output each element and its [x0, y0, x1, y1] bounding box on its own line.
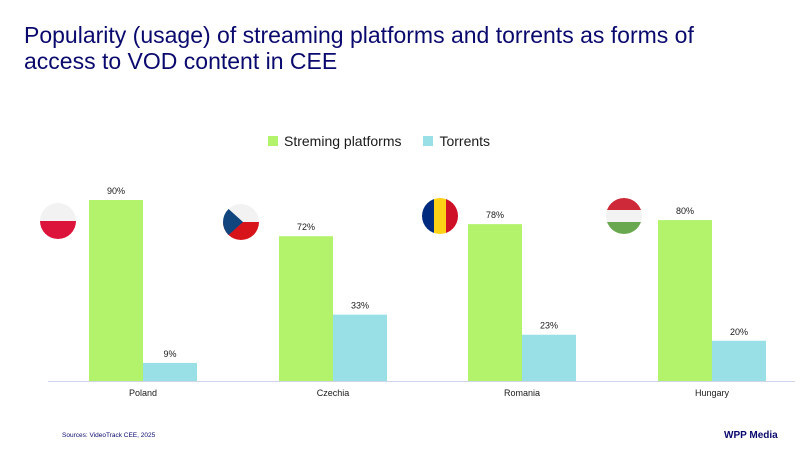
data-label-torrents-czechia: 33%: [351, 301, 369, 311]
legend-item-streaming: Streming platforms: [268, 133, 401, 149]
hungary-flag-icon: [606, 198, 642, 234]
category-label-poland: Poland: [129, 388, 157, 398]
bar-streaming-poland: [89, 200, 143, 381]
bar-torrents-czechia: [333, 314, 387, 381]
data-label-streaming-romania: 78%: [486, 210, 504, 220]
legend-swatch-streaming: [268, 136, 278, 146]
legend-label-torrents: Torrents: [439, 133, 491, 149]
data-label-streaming-czechia: 72%: [297, 222, 315, 232]
category-label-romania: Romania: [504, 388, 540, 398]
chart-title: Popularity (usage) of streaming platform…: [24, 22, 694, 74]
bar-streaming-czechia: [279, 236, 333, 381]
bar-torrents-romania: [522, 334, 576, 381]
data-label-streaming-hungary: 80%: [676, 206, 694, 216]
data-label-torrents-romania: 23%: [540, 321, 558, 331]
category-label-czechia: Czechia: [317, 388, 350, 398]
data-label-torrents-hungary: 20%: [730, 327, 748, 337]
czechia-flag-icon: [223, 204, 259, 240]
category-label-hungary: Hungary: [695, 388, 730, 398]
legend-swatch-torrents: [423, 136, 434, 146]
romania-flag-icon: [422, 198, 458, 234]
bar-streaming-romania: [468, 224, 522, 381]
data-label-streaming-poland: 90%: [107, 186, 125, 196]
legend: Streming platforms Torrents: [268, 132, 490, 150]
legend-label-streaming: Streming platforms: [284, 133, 402, 149]
bar-torrents-poland: [143, 362, 197, 381]
poland-flag-icon: [40, 203, 76, 239]
bar-torrents-hungary: [712, 340, 766, 381]
source-note: Sources: VideoTrack CEE, 2025: [62, 432, 156, 439]
legend-item-torrents: Torrents: [423, 133, 490, 149]
brand-logo: WPP Media: [724, 430, 778, 441]
bar-streaming-hungary: [658, 220, 712, 381]
data-label-torrents-poland: 9%: [163, 349, 176, 359]
